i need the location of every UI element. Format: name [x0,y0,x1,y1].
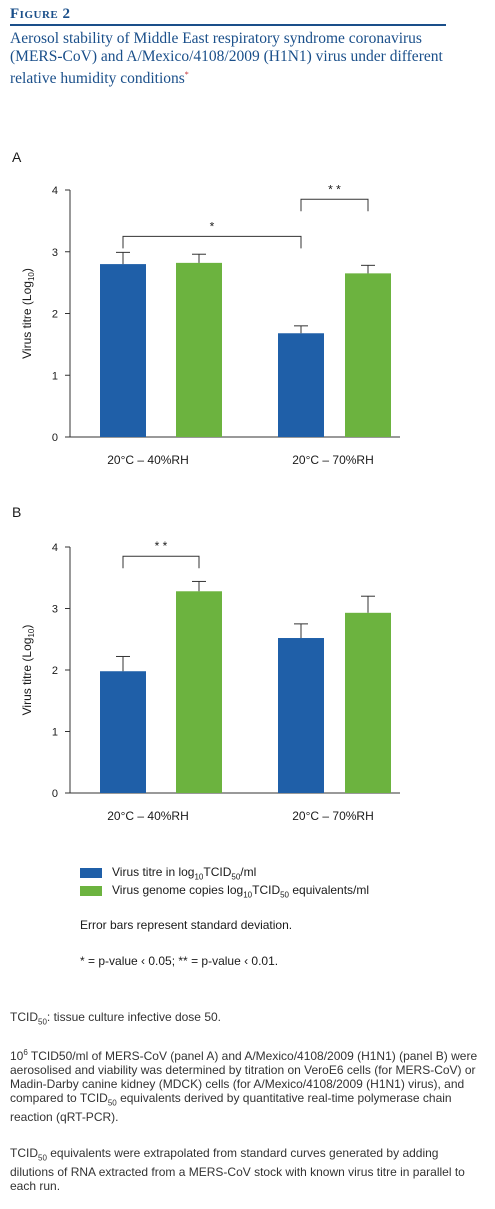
panel-b-significance-label: * * [155,539,168,553]
caption-methods: 106 TCID50/ml of MERS-CoV (panel A) and … [10,1048,478,1125]
legend: Virus titre in log10TCID50/ml Virus geno… [80,864,369,900]
panel-b-y-tick-label: 1 [52,727,58,739]
panel-b-y-tick-label: 2 [52,665,58,677]
panel-a-bar [100,264,146,437]
panel-b-significance-bracket [122,555,200,569]
legend-item-genome-copies: Virus genome copies log10TCID50 equivale… [80,882,369,900]
title-marker: * [184,70,189,79]
panel-a-significance-bracket [300,198,369,212]
panel-a-y-tick-label: 4 [52,185,58,197]
panel-a-significance-label: * * [328,182,341,196]
panel-b-y-tick-label: 0 [52,788,58,800]
panel-a-y-axis-label: Virus titre (Log10) [20,268,36,359]
panel-b-y-axis-label: Virus titre (Log10) [20,625,36,716]
panel-b-bar [345,612,391,793]
panel-b-category-label: 20°C – 40%RH [107,809,189,823]
figure-title: Aerosol stability of Middle East respira… [10,30,450,88]
legend-item-virus-titre: Virus titre in log10TCID50/ml [80,864,369,882]
legend-swatch-blue [80,868,102,878]
bar-charts: A 0 1 2 3 4 Virus titre (Log10) 20°C – 40%RH 20°… [12,149,400,823]
panel-a-bar [176,262,222,437]
caption-tcid-definition: TCID50: tissue culture infective dose 50… [10,1010,221,1027]
panel-a-category-label: 20°C – 40%RH [107,453,189,467]
pvalue-note: * = p-value ‹ 0.05; ** = p-value ‹ 0.01. [80,954,279,968]
panel-b-bar [278,638,324,793]
panel-a-y-tick-label: 1 [52,370,58,382]
panel-a-bar [345,273,391,437]
panel-b-category-label: 20°C – 70%RH [292,809,374,823]
panel-b-y-tick-label: 4 [52,542,58,554]
legend-label-virus-titre: Virus titre in log10TCID50/ml [112,864,257,882]
panel-a-category-label: 20°C – 70%RH [292,453,374,467]
figure-label: Figure 2 [10,6,71,22]
panel-a-significance-bracket [122,235,302,249]
panel-a-label: A [12,149,22,165]
error-bar-note: Error bars represent standard deviation. [80,918,293,932]
legend-swatch-green [80,886,102,896]
title-rule [10,24,446,26]
panel-a-significance-label: * [210,219,215,233]
panel-a-bar [278,333,324,437]
panel-b-bar [176,591,222,793]
panel-b-label: B [12,504,21,520]
panel-b-y-tick-label: 3 [52,604,58,616]
caption-extrapolation: TCID50 equivalents were extrapolated fro… [10,1146,465,1194]
panel-a-y-tick-label: 2 [52,309,58,321]
panel-b-bar [100,671,146,793]
panel-a-y-tick-label: 3 [52,247,58,259]
legend-label-genome-copies: Virus genome copies log10TCID50 equivale… [112,882,370,900]
figure-title-text: Aerosol stability of Middle East respira… [10,30,443,88]
panel-a-y-tick-label: 0 [52,432,58,444]
